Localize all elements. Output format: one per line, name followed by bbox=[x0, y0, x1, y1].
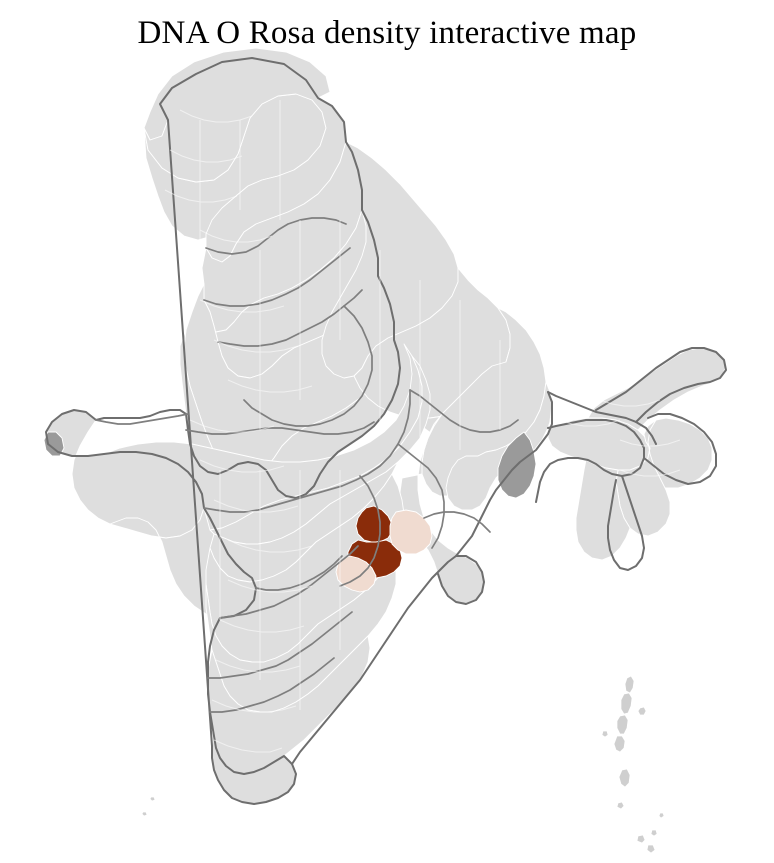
page-title: DNA O Rosa density interactive map bbox=[137, 15, 637, 51]
andaman-nicobar-islands[interactable] bbox=[602, 676, 664, 853]
lakshadweep-islands[interactable] bbox=[142, 797, 155, 816]
map-base-layer bbox=[44, 48, 726, 853]
state-north-east[interactable] bbox=[548, 348, 726, 560]
district-low-1[interactable] bbox=[390, 510, 432, 554]
kutch-coast-shade bbox=[44, 432, 64, 456]
district-boundaries bbox=[164, 100, 681, 753]
